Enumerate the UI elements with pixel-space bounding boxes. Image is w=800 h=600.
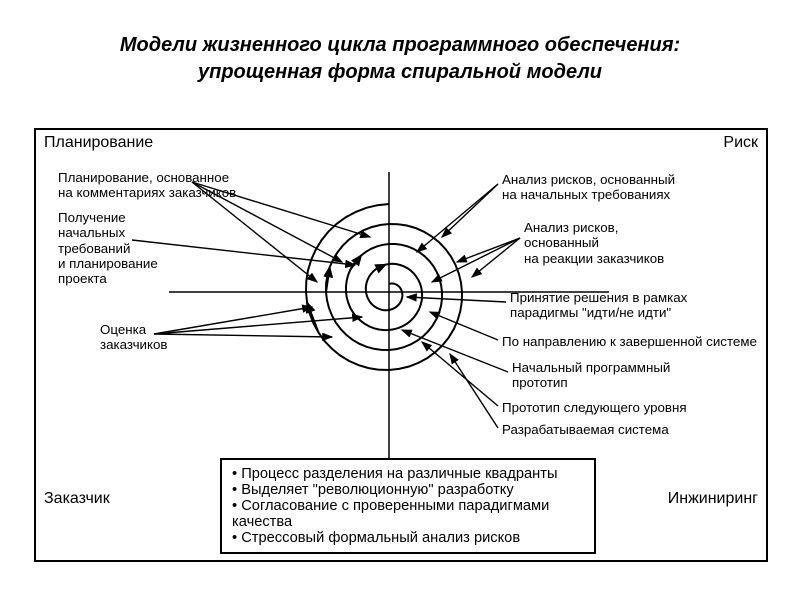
callout-c4: Анализ рисков, основанныйна начальных тр…: [502, 172, 675, 203]
callout-c5: Анализ рисков,основанныйна реакции заказ…: [524, 220, 664, 266]
page-title: Модели жизненного цикла программного обе…: [0, 32, 800, 86]
title-line1: Модели жизненного цикла программного обе…: [0, 32, 800, 59]
callout-c7: По направлению к завершенной системе: [502, 334, 757, 349]
title-line2: упрощенная форма спиральной модели: [0, 59, 800, 86]
callout-c1: Планирование, основанноена комментариях …: [58, 170, 236, 201]
callout-c2: Получениеначальныхтребованийи планирован…: [58, 210, 158, 287]
callout-c10: Разрабатываемая система: [502, 422, 669, 437]
bullet-item-1: Выделяет "революционную" разработку: [232, 482, 584, 498]
spiral-svg: [289, 192, 489, 392]
bullet-list: Процесс разделения на различные квадрант…: [220, 458, 596, 554]
spiral-diagram: [289, 192, 489, 392]
diagram-frame: Планирование Риск Заказчик Инжиниринг Пл…: [34, 128, 768, 562]
callout-c3: Оценказаказчиков: [100, 322, 167, 353]
callout-c6: Принятие решения в рамкахпарадигмы "идти…: [510, 290, 687, 321]
bullet-item-2: Согласование с проверенными парадигмами …: [232, 498, 584, 530]
callout-c8: Начальный программныйпрототип: [512, 360, 670, 391]
bullet-item-0: Процесс разделения на различные квадрант…: [232, 466, 584, 482]
bullet-item-3: Стрессовый формальный анализ рисков: [232, 530, 584, 546]
callout-c9: Прототип следующего уровня: [502, 400, 687, 415]
